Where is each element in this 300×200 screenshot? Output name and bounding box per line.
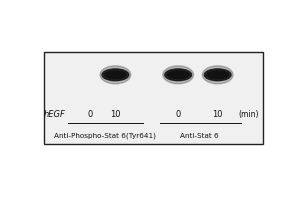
Ellipse shape xyxy=(100,66,131,84)
Text: 0: 0 xyxy=(87,110,92,119)
Ellipse shape xyxy=(167,71,189,79)
Text: 10: 10 xyxy=(212,110,223,119)
Ellipse shape xyxy=(165,69,191,81)
Bar xyxy=(44,52,263,144)
Text: 0: 0 xyxy=(176,110,181,119)
Text: hEGF: hEGF xyxy=(44,110,66,119)
Text: Anti-Stat 6: Anti-Stat 6 xyxy=(180,133,218,139)
Ellipse shape xyxy=(204,69,231,81)
Ellipse shape xyxy=(163,66,194,84)
Text: 10: 10 xyxy=(110,110,121,119)
Text: Anti-Phospho-Stat 6(Tyr641): Anti-Phospho-Stat 6(Tyr641) xyxy=(54,132,156,139)
Ellipse shape xyxy=(105,71,126,79)
Ellipse shape xyxy=(202,66,233,84)
Ellipse shape xyxy=(102,69,129,81)
Text: (min): (min) xyxy=(239,110,259,119)
Ellipse shape xyxy=(207,71,228,79)
